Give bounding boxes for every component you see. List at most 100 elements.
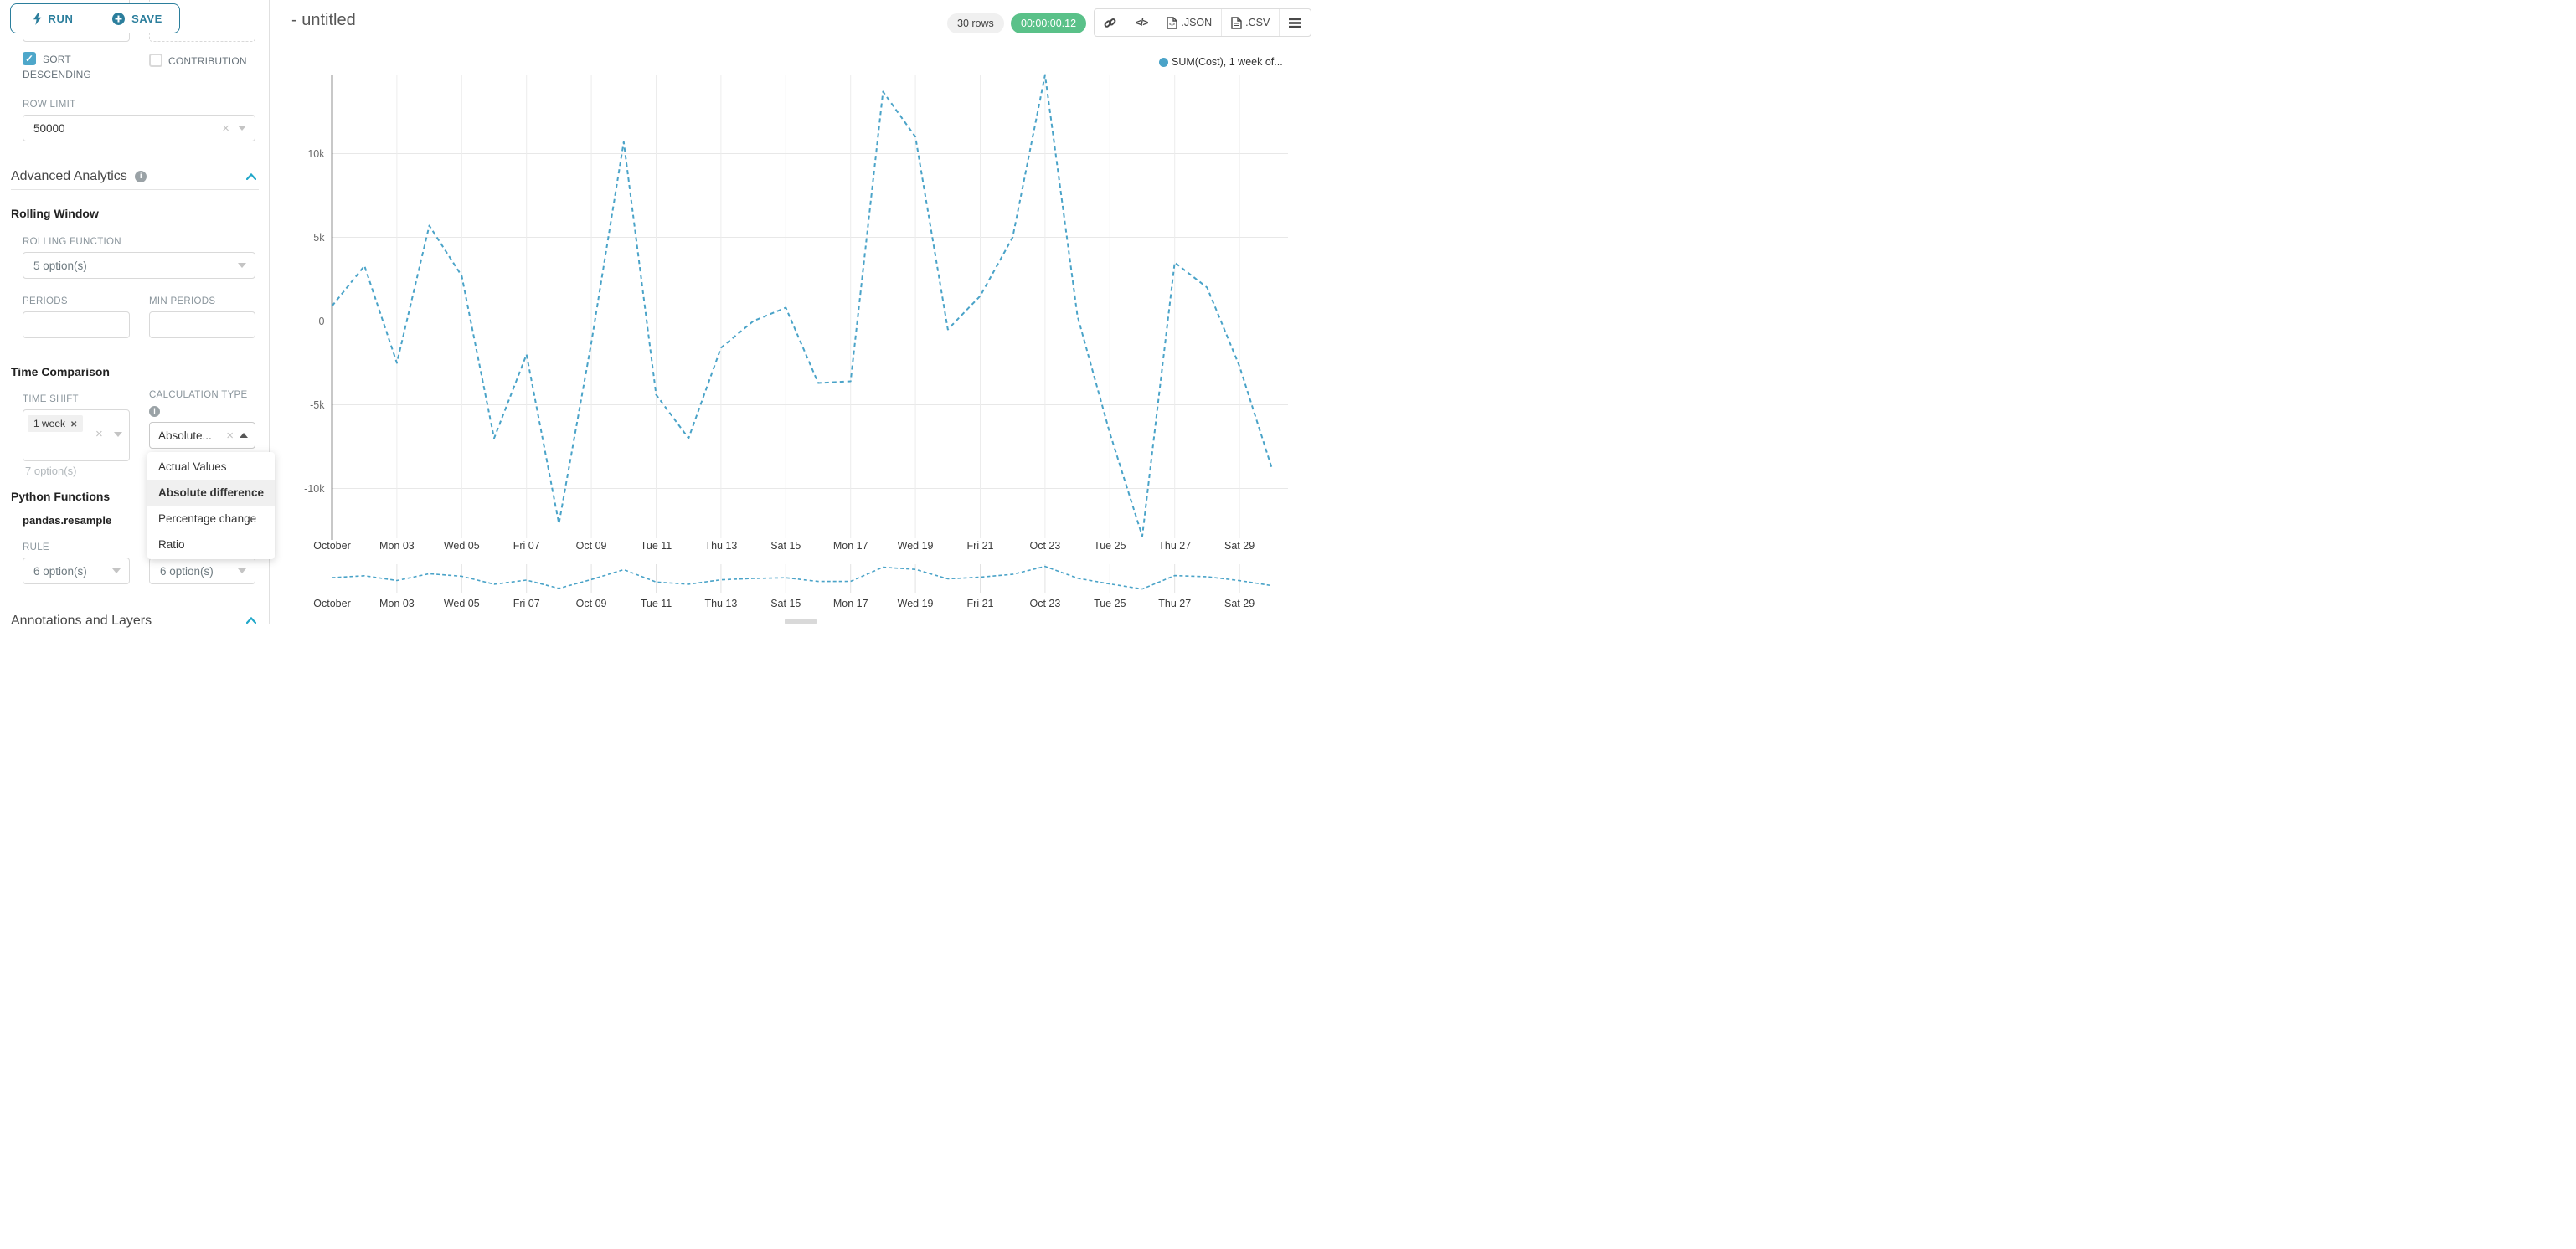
rule-select-value: 6 option(s): [33, 564, 87, 578]
mini-x-axis-tick-label: Oct 23: [1029, 598, 1060, 609]
row-limit-value: 50000: [33, 121, 65, 135]
rule-select[interactable]: 6 option(s): [23, 558, 130, 584]
clear-icon[interactable]: ×: [95, 427, 103, 441]
mini-x-axis-tick-label: Sat 15: [770, 598, 801, 609]
mini-x-axis-tick-label: Fri 07: [513, 598, 540, 609]
lightning-icon: [33, 12, 41, 25]
row-limit-label: ROW LIMIT: [23, 100, 76, 110]
embed-code-button[interactable]: </>: [1126, 9, 1157, 36]
info-icon[interactable]: i: [149, 406, 160, 417]
menu-item-ratio[interactable]: Ratio: [158, 538, 185, 551]
rolling-window-title: Rolling Window: [11, 207, 99, 220]
pandas-resample-label: pandas.resample: [23, 514, 112, 527]
mini-series-line: [332, 565, 1272, 590]
x-axis-tick-label: Wed 19: [898, 540, 934, 552]
chevron-down-icon[interactable]: [112, 568, 121, 573]
file-code-icon: <>: [1167, 16, 1178, 29]
file-lines-icon: [1231, 16, 1242, 29]
sort-descending-label-1: SORT: [43, 54, 71, 65]
time-shift-label: TIME SHIFT: [23, 394, 79, 404]
more-options-button[interactable]: [1279, 9, 1311, 36]
save-button-label: SAVE: [131, 12, 162, 25]
timeseries-chart[interactable]: 10k 5k 0 -5k -10k October October Mon 03 Mon 03 W…: [0, 0, 1288, 624]
link-icon: [1104, 18, 1116, 28]
clear-icon[interactable]: ×: [226, 428, 234, 443]
info-icon[interactable]: i: [135, 171, 147, 182]
python-functions-title: Python Functions: [11, 490, 111, 503]
mini-x-axis-tick-label: Tue 25: [1094, 598, 1126, 609]
chevron-up-icon[interactable]: [240, 433, 248, 438]
rule-select-2-value: 6 option(s): [160, 564, 214, 578]
sort-descending-label-2: DESCENDING: [23, 69, 92, 80]
json-label: .JSON: [1181, 17, 1213, 28]
control-sidebar: 7 option(s) RUN SAVE ✓ SORT DESCENDING C…: [0, 0, 275, 628]
x-axis-tick-label: Mon 03: [379, 540, 415, 552]
row-limit-select[interactable]: 50000 ×: [23, 115, 255, 141]
mini-x-axis-tick-label: Sat 29: [1224, 598, 1255, 609]
x-axis-tick-label: Mon 17: [833, 540, 868, 552]
min-periods-label: MIN PERIODS: [149, 296, 216, 306]
mini-x-axis-tick-label: Mon 03: [379, 598, 415, 609]
save-button[interactable]: SAVE: [95, 4, 179, 33]
export-json-button[interactable]: <> .JSON: [1157, 9, 1221, 36]
chart-legend[interactable]: SUM(Cost), 1 week of...: [1159, 56, 1283, 68]
tag-remove-icon[interactable]: ✕: [70, 420, 78, 429]
x-axis-tick-label: Oct 23: [1029, 540, 1060, 552]
menu-item-actual-values[interactable]: Actual Values: [158, 460, 227, 473]
plus-circle-icon: [112, 12, 126, 25]
y-axis-tick-label: 10k: [307, 148, 325, 160]
series-line[interactable]: [331, 74, 1273, 537]
run-button[interactable]: RUN: [11, 4, 95, 33]
chevron-down-icon[interactable]: [238, 263, 246, 268]
periods-input[interactable]: [23, 311, 130, 338]
export-csv-button[interactable]: .CSV: [1221, 9, 1279, 36]
x-axis-tick-label: Thu 27: [1158, 540, 1191, 552]
y-axis-tick-label: 0: [319, 316, 325, 327]
contribution-checkbox[interactable]: [149, 54, 162, 67]
chevron-down-icon[interactable]: [238, 126, 246, 131]
x-axis-tick-label: Sat 15: [770, 540, 801, 552]
mini-x-axis-tick-label: Oct 09: [576, 598, 607, 609]
collapse-chevron-icon[interactable]: [246, 173, 256, 180]
chevron-down-icon[interactable]: [238, 568, 246, 573]
x-axis-tick-label: Oct 09: [576, 540, 607, 552]
mini-x-axis-tick-label: Mon 17: [833, 598, 868, 609]
rule-select-2[interactable]: 6 option(s): [149, 558, 255, 584]
x-axis-tick-label: Thu 13: [704, 540, 737, 552]
sort-descending-checkbox[interactable]: ✓: [23, 52, 36, 65]
clear-icon[interactable]: ×: [222, 121, 229, 136]
x-axis-tick-label: Sat 29: [1224, 540, 1255, 552]
legend-series-label: SUM(Cost), 1 week of...: [1172, 56, 1283, 68]
hamburger-menu-icon: [1289, 18, 1302, 28]
periods-label: PERIODS: [23, 296, 68, 306]
mini-x-axis-tick-label: Wed 19: [898, 598, 934, 609]
calculation-type-value: Absolute...: [158, 429, 212, 442]
x-axis-tick-label: Fri 07: [513, 540, 540, 552]
row-count-badge: 30 rows: [947, 13, 1004, 33]
x-axis-tick-label: Tue 11: [641, 540, 672, 552]
time-shift-hint: 7 option(s): [25, 465, 77, 477]
y-axis-tick-label: -10k: [304, 483, 325, 495]
run-save-button-group: RUN SAVE: [10, 3, 180, 33]
menu-item-percentage-change[interactable]: Percentage change: [158, 512, 257, 525]
mini-x-axis-tick-label: Wed 05: [444, 598, 480, 609]
mini-x-axis-tick-label: Tue 11: [641, 598, 672, 609]
x-axis-tick-label: Fri 21: [967, 540, 994, 552]
menu-item-absolute-difference[interactable]: Absolute difference: [147, 480, 275, 506]
chevron-down-icon[interactable]: [114, 432, 122, 437]
chart-title[interactable]: - untitled: [291, 11, 356, 29]
svg-text:<>: <>: [1169, 23, 1176, 28]
run-button-label: RUN: [48, 12, 74, 25]
advanced-analytics-title: Advanced Analytics: [11, 169, 127, 183]
collapse-chevron-icon[interactable]: [246, 617, 256, 624]
share-link-button[interactable]: [1095, 9, 1126, 36]
time-comparison-title: Time Comparison: [11, 365, 110, 378]
time-shift-tag[interactable]: 1 week ✕: [28, 415, 84, 432]
calculation-type-select[interactable]: Absolute... ×: [149, 422, 255, 449]
range-selector-handle[interactable]: [785, 619, 817, 624]
contribution-label: CONTRIBUTION: [168, 55, 247, 67]
rolling-function-select[interactable]: 5 option(s): [23, 252, 255, 279]
min-periods-input[interactable]: [149, 311, 255, 338]
chart-actions-toolbar: </> <> .JSON .CSV: [1094, 8, 1312, 37]
y-axis-tick-label: -5k: [310, 399, 325, 411]
